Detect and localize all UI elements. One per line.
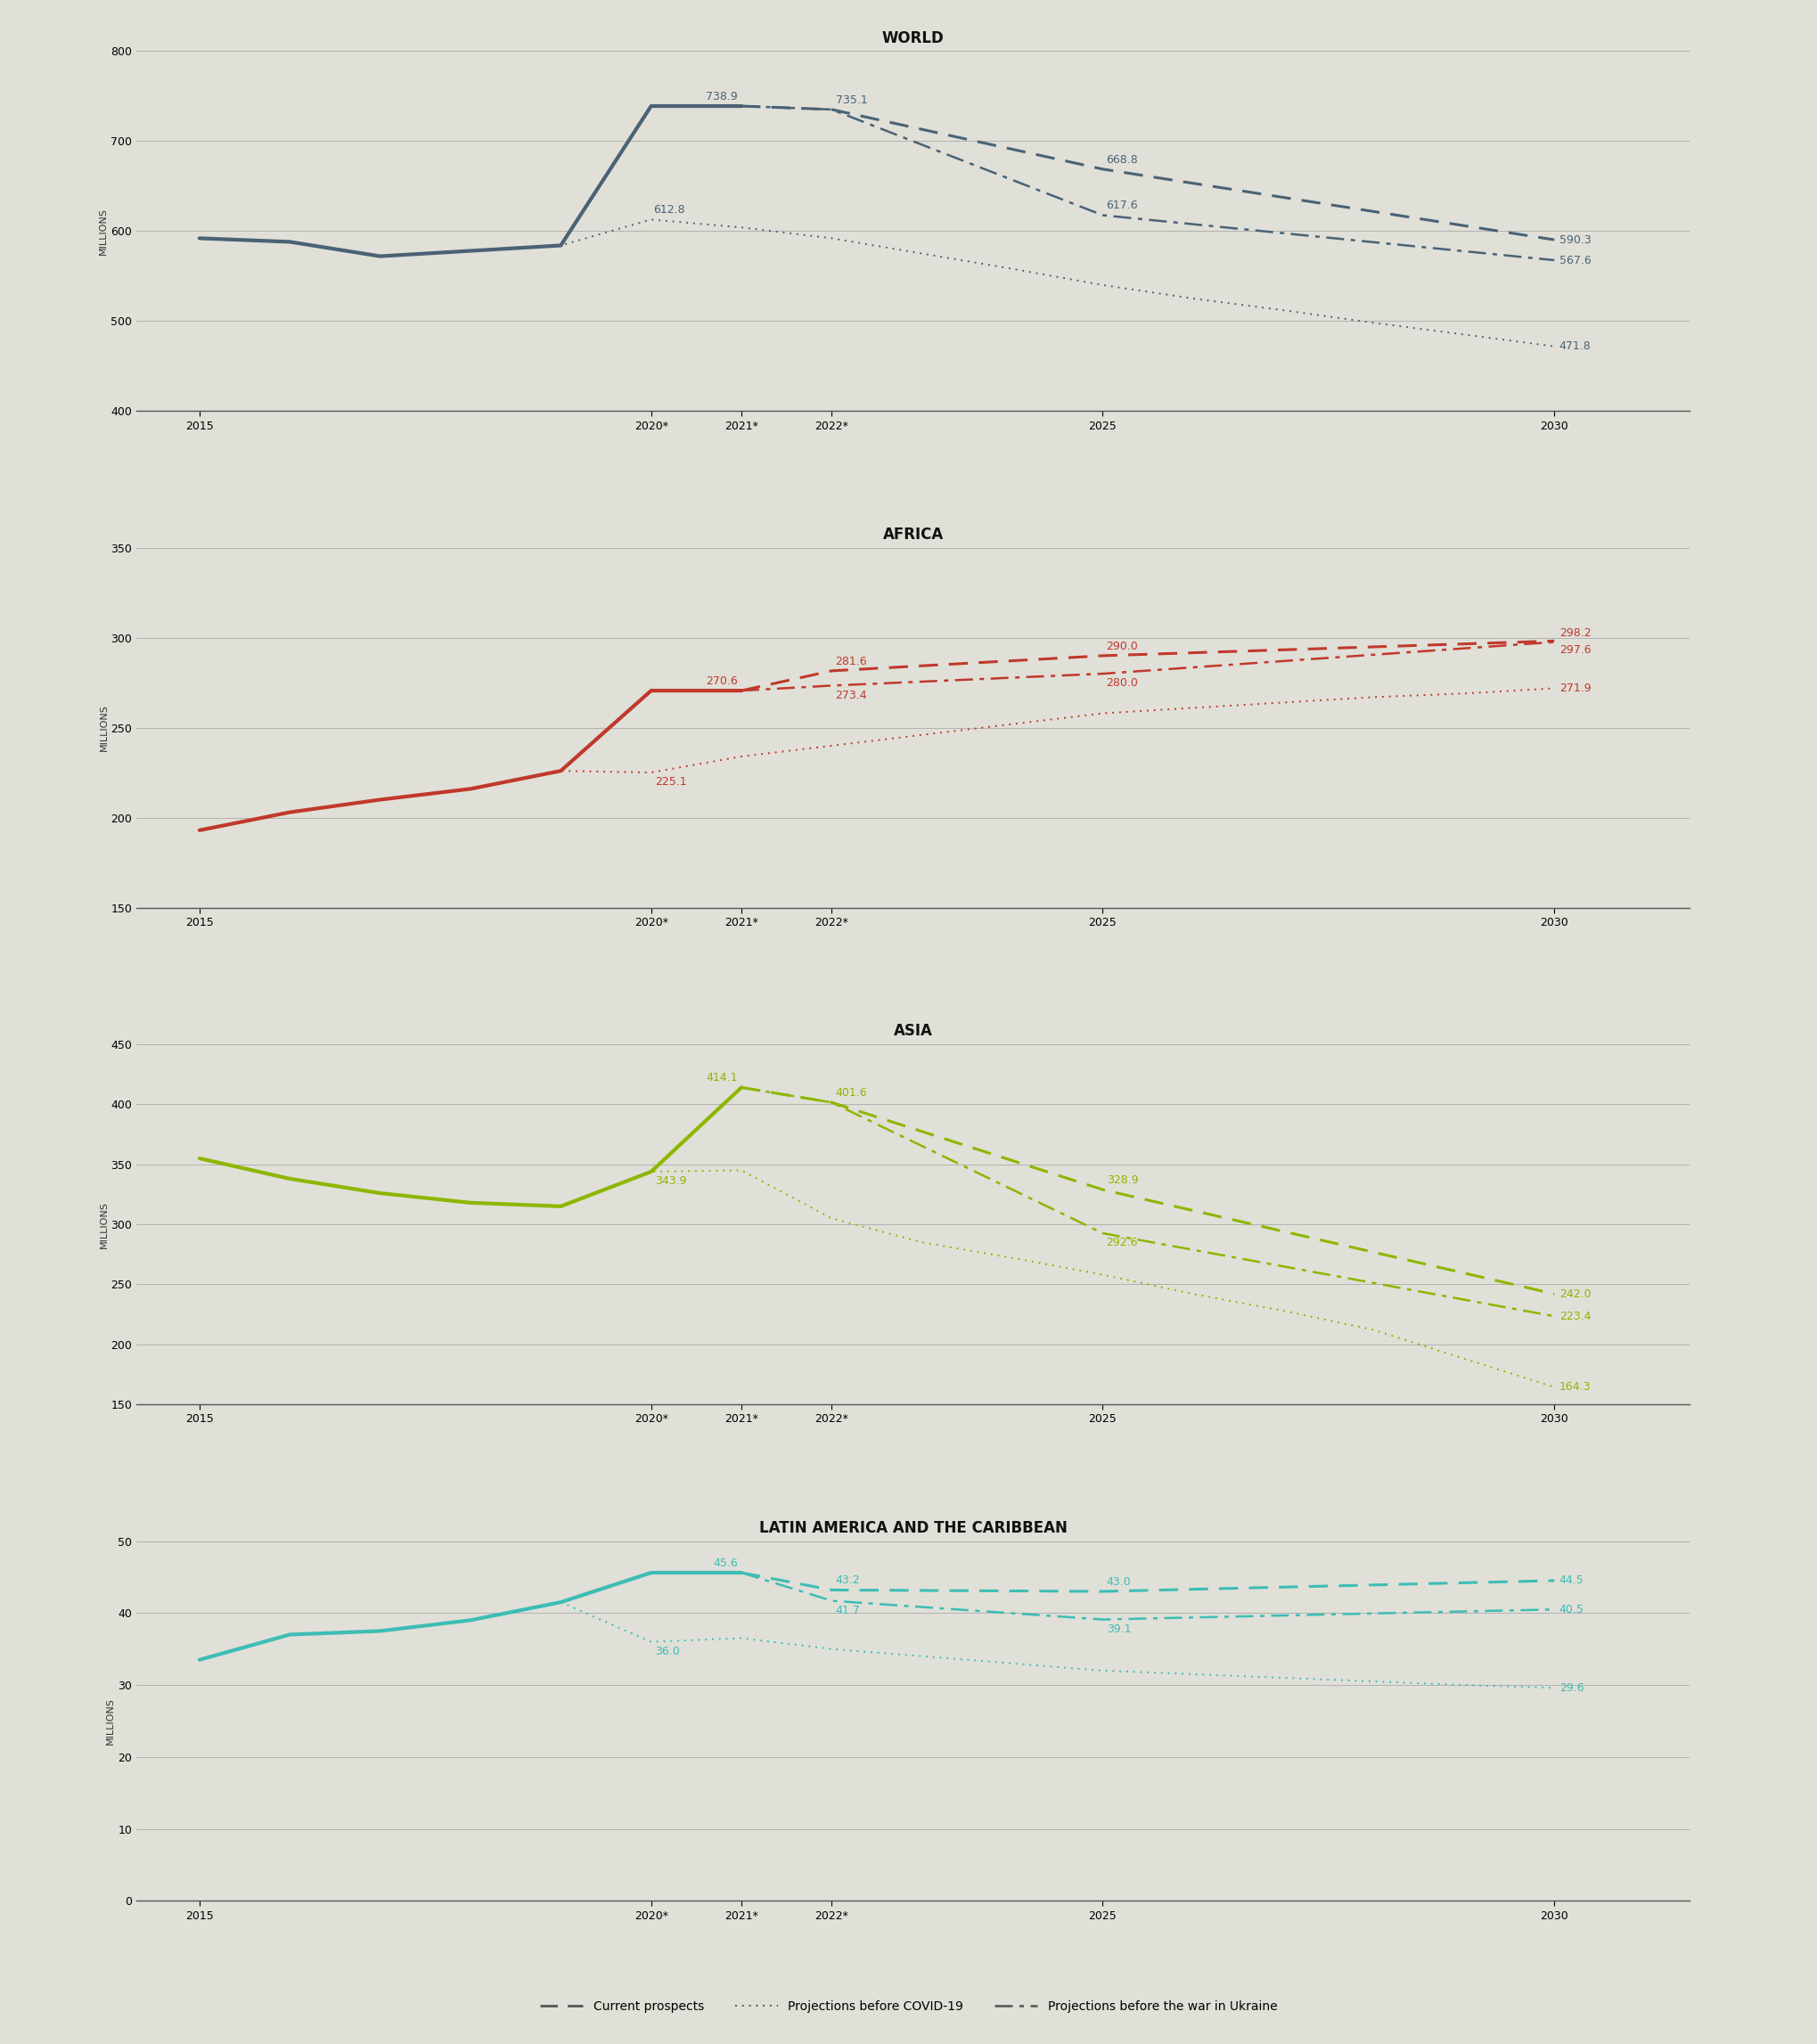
Text: 36.0: 36.0 <box>654 1645 680 1658</box>
Text: 328.9: 328.9 <box>1107 1175 1137 1186</box>
Y-axis label: MILLIONS: MILLIONS <box>100 1200 109 1249</box>
Text: 290.0: 290.0 <box>1107 640 1137 652</box>
Text: 273.4: 273.4 <box>836 689 867 701</box>
Text: 43.2: 43.2 <box>836 1574 859 1586</box>
Text: 617.6: 617.6 <box>1107 200 1137 211</box>
Text: 44.5: 44.5 <box>1559 1574 1584 1586</box>
Text: 225.1: 225.1 <box>654 777 687 787</box>
Text: 292.6: 292.6 <box>1107 1237 1137 1249</box>
Y-axis label: MILLIONS: MILLIONS <box>107 1697 114 1744</box>
Text: 297.6: 297.6 <box>1559 644 1592 656</box>
Text: 280.0: 280.0 <box>1107 677 1139 689</box>
Text: 281.6: 281.6 <box>836 656 867 666</box>
Text: 735.1: 735.1 <box>836 94 867 106</box>
Text: 612.8: 612.8 <box>654 204 685 217</box>
Title: ASIA: ASIA <box>894 1024 932 1038</box>
Text: 45.6: 45.6 <box>712 1558 738 1570</box>
Text: 668.8: 668.8 <box>1107 153 1137 166</box>
Text: 298.2: 298.2 <box>1559 628 1592 638</box>
Text: 43.0: 43.0 <box>1107 1576 1132 1588</box>
Title: AFRICA: AFRICA <box>883 527 943 542</box>
Text: 270.6: 270.6 <box>705 675 738 687</box>
Text: 414.1: 414.1 <box>707 1073 738 1083</box>
Text: 271.9: 271.9 <box>1559 683 1592 695</box>
Y-axis label: MILLIONS: MILLIONS <box>100 208 107 256</box>
Y-axis label: MILLIONS: MILLIONS <box>100 703 109 752</box>
Text: 471.8: 471.8 <box>1559 341 1592 352</box>
Text: 567.6: 567.6 <box>1559 253 1592 266</box>
Text: 401.6: 401.6 <box>836 1087 867 1100</box>
Text: 39.1: 39.1 <box>1107 1623 1130 1635</box>
Text: 343.9: 343.9 <box>654 1175 687 1188</box>
Title: WORLD: WORLD <box>881 31 945 47</box>
Legend: Current prospects, Projections before COVID-19, Projections before the war in Uk: Current prospects, Projections before CO… <box>534 1995 1283 2017</box>
Text: 40.5: 40.5 <box>1559 1605 1584 1615</box>
Text: 223.4: 223.4 <box>1559 1310 1592 1322</box>
Text: 164.3: 164.3 <box>1559 1382 1592 1392</box>
Text: 242.0: 242.0 <box>1559 1288 1592 1300</box>
Text: 738.9: 738.9 <box>705 90 738 102</box>
Title: LATIN AMERICA AND THE CARIBBEAN: LATIN AMERICA AND THE CARIBBEAN <box>760 1521 1067 1535</box>
Text: 41.7: 41.7 <box>836 1605 859 1617</box>
Text: 29.6: 29.6 <box>1559 1682 1584 1694</box>
Text: 590.3: 590.3 <box>1559 233 1592 245</box>
